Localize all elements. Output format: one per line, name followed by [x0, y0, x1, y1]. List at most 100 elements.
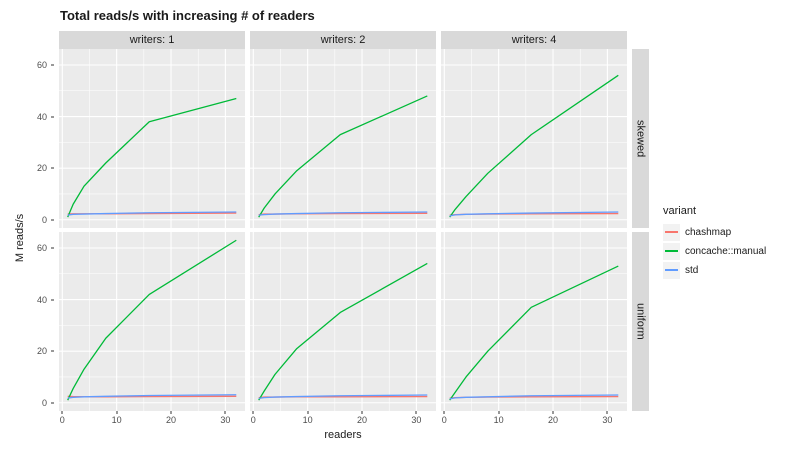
facet-grid: writers: 1 writers: 2 writers: 4 0 20 40 60…	[28, 31, 649, 444]
strip-corner-right	[632, 31, 649, 49]
facet-row-strip-skewed-label: skewed	[634, 119, 647, 158]
legend-label: chashmap	[685, 226, 732, 238]
y-tick-mark	[51, 350, 54, 352]
legend-item-chashmap: chashmap	[663, 223, 766, 241]
panel-canvas	[441, 232, 627, 411]
panel-canvas	[250, 232, 436, 411]
facet-row-strip-skewed: skewed	[632, 49, 649, 228]
y-axis-ticks-skewed: 0 20 40 60	[28, 49, 54, 228]
y-tick-mark	[51, 64, 54, 66]
x-tick-label: 20	[357, 415, 368, 425]
x-tick-mark	[61, 411, 63, 414]
series-line-concache-manual	[68, 240, 237, 400]
x-axis-ticks-col-2: 0 10 20 30	[250, 411, 436, 426]
series-line-concache-manual	[68, 99, 237, 218]
facet-panel-skewed-writers-1	[59, 49, 245, 228]
x-tick-mark	[606, 411, 608, 414]
panel-canvas	[250, 49, 436, 228]
x-tick-label: 30	[220, 415, 231, 425]
panel-canvas	[59, 49, 245, 228]
legend-label: std	[685, 264, 699, 276]
facet-panel-uniform-writers-4	[441, 232, 627, 411]
series-line-concache-manual	[450, 266, 619, 400]
strip-corner	[28, 31, 54, 49]
series-line-std	[259, 395, 428, 398]
facet-panel-skewed-writers-4	[441, 49, 627, 228]
x-tick-label: 20	[548, 415, 559, 425]
x-tick-mark	[361, 411, 363, 414]
facet-col-strip-writers-2: writers: 2	[250, 31, 436, 49]
facet-panel-skewed-writers-2	[250, 49, 436, 228]
facet-row-skewed: 0 20 40 60 skewed	[28, 49, 649, 228]
x-tick-label: 10	[493, 415, 504, 425]
y-axis-ticks-uniform: 0 20 40 60	[28, 232, 54, 411]
x-axis-ticks-right-spacer	[632, 411, 649, 426]
x-tick-mark	[498, 411, 500, 414]
y-tick-label: 40	[36, 294, 47, 305]
panel-canvas	[441, 49, 627, 228]
y-tick-label: 0	[41, 214, 47, 225]
x-axis-label-row: readers	[28, 426, 649, 444]
legend-key-swatch	[663, 223, 680, 241]
y-tick-mark	[51, 247, 54, 249]
x-tick-mark	[252, 411, 254, 414]
y-tick-label: 60	[36, 59, 47, 70]
legend-title: variant	[663, 204, 697, 217]
x-tick-mark	[224, 411, 226, 414]
y-tick-mark	[51, 167, 54, 169]
legend-key-swatch	[663, 242, 680, 260]
series-line-concache-manual	[259, 263, 428, 400]
y-tick-mark	[51, 402, 54, 404]
x-tick-label: 20	[166, 415, 177, 425]
panel-canvas	[59, 232, 245, 411]
x-tick-label: 0	[59, 415, 65, 425]
legend-line-icon	[665, 250, 678, 252]
x-tick-label: 0	[250, 415, 256, 425]
legend-key-swatch	[663, 261, 680, 279]
legend-label: concache::manual	[685, 245, 767, 257]
x-tick-mark	[170, 411, 172, 414]
x-axis-label: readers	[324, 429, 362, 441]
x-axis-ticks-corner	[28, 411, 54, 426]
y-tick-label: 20	[36, 163, 47, 174]
x-axis-ticks-col-3: 0 10 20 30	[441, 411, 627, 426]
x-tick-mark	[443, 411, 445, 414]
y-tick-label: 0	[41, 397, 47, 408]
facet-row-strip-uniform: uniform	[632, 232, 649, 411]
facet-col-strip-writers-4: writers: 4	[441, 31, 627, 49]
y-tick-label: 20	[36, 346, 47, 357]
series-line-concache-manual	[259, 96, 428, 217]
facet-col-strip-writers-1: writers: 1	[59, 31, 245, 49]
facet-panel-uniform-writers-1	[59, 232, 245, 411]
legend-line-icon	[665, 231, 678, 233]
series-line-std	[259, 212, 428, 215]
x-axis-ticks-col-1: 0 10 20 30	[59, 411, 245, 426]
x-tick-label: 10	[111, 415, 122, 425]
y-tick-mark	[51, 219, 54, 221]
x-tick-mark	[116, 411, 118, 414]
y-tick-label: 60	[36, 242, 47, 253]
chart-title: Total reads/s with increasing # of reade…	[60, 8, 315, 23]
series-line-concache-manual	[450, 75, 619, 217]
y-axis-label-column: M reads/s	[12, 31, 28, 444]
y-tick-label: 40	[36, 111, 47, 122]
legend-item-concache-manual: concache::manual	[663, 242, 767, 260]
facet-panel-uniform-writers-2	[250, 232, 436, 411]
x-tick-mark	[415, 411, 417, 414]
facet-row-strip-uniform-label: uniform	[634, 303, 647, 340]
y-tick-mark	[51, 299, 54, 301]
series-line-std	[68, 212, 237, 215]
series-line-std	[450, 212, 619, 216]
x-tick-label: 30	[602, 415, 613, 425]
legend-item-std: std	[663, 261, 766, 279]
facet-column-strips: writers: 1 writers: 2 writers: 4	[28, 31, 649, 49]
x-tick-label: 0	[441, 415, 447, 425]
chart-content: M reads/s writers: 1 writers: 2 writers:…	[12, 31, 800, 444]
x-tick-mark	[552, 411, 554, 414]
x-tick-mark	[307, 411, 309, 414]
x-tick-label: 30	[411, 415, 422, 425]
series-line-std	[68, 395, 237, 398]
facet-row-uniform: 0 20 40 60 uniform	[28, 232, 649, 411]
